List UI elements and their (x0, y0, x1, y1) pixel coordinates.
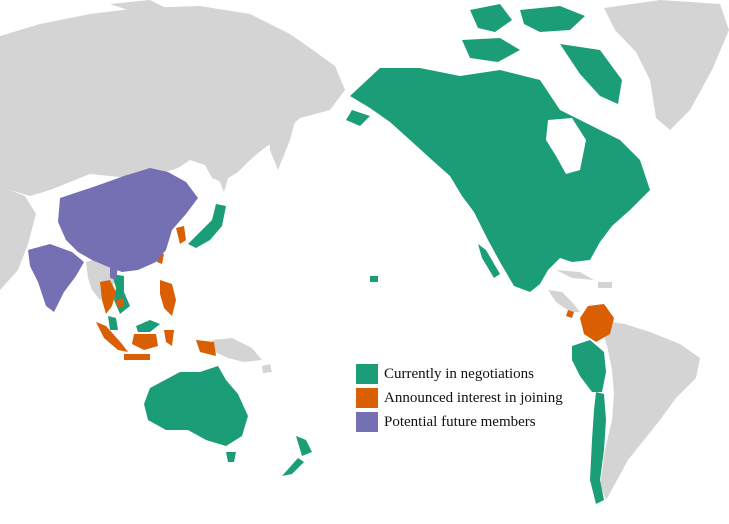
legend-label-potential: Potential future members (384, 413, 536, 430)
legend: Currently in negotiations Announced inte… (356, 362, 596, 434)
baffin-island (560, 44, 622, 104)
vietnam (112, 274, 130, 314)
new-zealand-south (282, 458, 304, 476)
japan (188, 204, 226, 248)
australia (144, 366, 248, 446)
cuba-land (556, 270, 594, 280)
indonesia-java (124, 354, 150, 360)
hudson-bay (546, 118, 586, 174)
sakhalin-land (219, 150, 229, 192)
central-america-land (548, 290, 580, 312)
legend-swatch-announced (356, 388, 378, 408)
colombia (580, 304, 614, 342)
members-announced (96, 226, 614, 360)
malaysia-peninsula (108, 316, 118, 330)
canada-arctic-islands-2 (520, 6, 585, 32)
hawaii (370, 276, 378, 282)
canada-arctic-islands (470, 4, 512, 32)
legend-swatch-current (356, 364, 378, 384)
laos (110, 264, 118, 280)
indonesia-borneo (132, 334, 158, 350)
philippines (160, 280, 176, 316)
india (28, 244, 84, 312)
indonesia-sulawesi (164, 330, 174, 346)
legend-swatch-potential (356, 412, 378, 432)
eurasia-land (0, 6, 345, 196)
png-land (212, 338, 262, 362)
members-potential (28, 168, 198, 312)
costa-rica (566, 310, 574, 318)
cambodia (116, 298, 124, 308)
other-countries (0, 0, 729, 500)
greenland-land (604, 0, 729, 130)
legend-item-announced: Announced interest in joining (356, 386, 596, 410)
hispaniola-land (598, 282, 612, 288)
new-zealand-north (296, 436, 312, 456)
china (58, 168, 198, 272)
kamchatka-land (268, 108, 296, 170)
thailand (100, 280, 116, 314)
tasmania (226, 452, 236, 462)
legend-item-current: Currently in negotiations (356, 362, 596, 386)
indonesia-papua (196, 340, 216, 356)
canada-arctic-islands-3 (462, 38, 520, 62)
legend-label-announced: Announced interest in joining (384, 389, 563, 406)
baja-california (478, 244, 500, 278)
south-america-land (600, 320, 700, 500)
legend-item-potential: Potential future members (356, 410, 596, 434)
alaska-peninsula (346, 110, 370, 126)
indonesia-sumatra (96, 322, 128, 352)
peru (572, 340, 606, 392)
south-korea (176, 226, 186, 244)
chile (590, 392, 606, 504)
southwest-asia-land (0, 186, 36, 290)
members-current (108, 4, 650, 504)
pacific-islands (262, 364, 272, 373)
arctic-island-1 (110, 0, 170, 14)
malaysia-borneo (136, 320, 160, 332)
legend-label-current: Currently in negotiations (384, 365, 534, 382)
arctic-island-2 (205, 16, 226, 34)
